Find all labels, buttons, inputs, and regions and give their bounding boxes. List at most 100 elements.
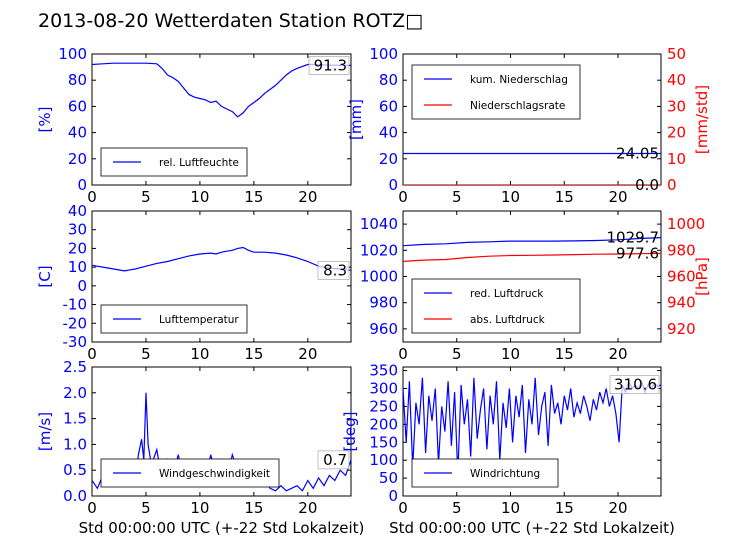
y-tick-label: 350 [369, 362, 398, 380]
y-tick-label: 980 [369, 294, 398, 312]
x-tick-label: 15 [555, 345, 574, 363]
legend-label: kum. Niederschlag [470, 74, 568, 86]
y-tick-label: 40 [379, 124, 398, 142]
y2-tick-label: 920 [667, 320, 696, 338]
x-tick-label: 20 [608, 345, 627, 363]
y-axis-label: [mm] [347, 99, 365, 140]
y-tick-label: 200 [369, 415, 398, 433]
series-line [92, 246, 351, 272]
x-tick-label: 5 [452, 499, 462, 517]
x-tick-label: 20 [298, 499, 317, 517]
last-value-label: 0.0 [635, 176, 659, 194]
x-tick-label: 5 [452, 188, 462, 206]
y-tick-label: 20 [379, 150, 398, 168]
y2-tick-label: 940 [667, 294, 696, 312]
y-tick-label: 0 [77, 277, 87, 295]
y-tick-label: 300 [369, 380, 398, 398]
series-line [92, 62, 351, 118]
x-tick-label: 10 [501, 188, 520, 206]
legend-box [411, 278, 581, 334]
y2-axis-label: [mm/std] [693, 85, 711, 154]
y-axis-label: [deg] [341, 412, 359, 452]
x-tick-label: 5 [141, 345, 151, 363]
legend-label: red. Luftdruck [470, 288, 544, 300]
y-tick-label: 1.0 [63, 435, 87, 453]
last-value-label: 977.6 [616, 244, 659, 262]
last-value-label: 310.6 [614, 376, 657, 394]
x-tick-label: 0 [87, 188, 97, 206]
x-tick-label: 0 [398, 345, 408, 363]
x-tick-label: 20 [608, 499, 627, 517]
y-tick-label: 20 [68, 239, 87, 257]
x-tick-label: 10 [190, 345, 209, 363]
y-tick-label: 1020 [360, 241, 398, 259]
x-tick-label: 5 [141, 188, 151, 206]
x-tick-label: 10 [501, 499, 520, 517]
y-tick-label: -30 [63, 333, 88, 351]
last-value-label: 24.05 [616, 144, 659, 162]
y-tick-label: 250 [369, 397, 398, 415]
x-tick-label: 0 [398, 499, 408, 517]
y-tick-label: 80 [379, 71, 398, 89]
y-tick-label: 100 [369, 451, 398, 469]
chart-precipitation: 0 5 10 15 20 0 20 40 60 80 100 0 10 20 30 40 50 [mm] [mm/s… [347, 45, 711, 206]
legend-label: Windgeschwindigkeit [159, 468, 270, 480]
figure-title: 2013-08-20 Wetterdaten Station ROTZ□ [38, 10, 423, 32]
y-tick-label: 1000 [360, 268, 398, 286]
y2-tick-label: 0 [667, 176, 677, 194]
y2-tick-label: 10 [667, 150, 686, 168]
y-tick-label: 30 [68, 221, 87, 239]
y-tick-label: -10 [63, 296, 88, 314]
legend-label: Niederschlagsrate [470, 100, 565, 112]
x-tick-label: 10 [190, 499, 209, 517]
y2-axis-label: [hPa] [693, 257, 711, 296]
y2-tick-label: 50 [667, 45, 686, 63]
y-tick-label: 0 [77, 176, 87, 194]
x-tick-label: 15 [555, 188, 574, 206]
x-tick-label: 0 [87, 345, 97, 363]
x-tick-label: 0 [87, 499, 97, 517]
x-tick-label: 15 [244, 499, 263, 517]
y2-tick-label: 30 [667, 97, 686, 115]
chart-pressure: 0 5 10 15 20 960 980 1000 1020 1040 920 940 960 980 10… [360, 210, 711, 363]
series-line [403, 377, 661, 475]
x-tick-label: 0 [398, 188, 408, 206]
y2-tick-label: 20 [667, 124, 686, 142]
x-tick-label: 15 [244, 188, 263, 206]
x-axis-label: Std 00:00:00 UTC (+-22 Std Lokalzeit) [389, 519, 675, 537]
last-value-label: 8.3 [323, 261, 347, 279]
y-tick-label: 60 [379, 97, 398, 115]
value-box [317, 450, 350, 470]
series-line [403, 252, 661, 262]
x-tick-label: 20 [608, 188, 627, 206]
legend-label: rel. Luftfeuchte [159, 157, 239, 169]
legend-label: abs. Luftdruck [470, 314, 546, 326]
y-tick-label: 60 [68, 97, 87, 115]
y-tick-label: 2.0 [63, 384, 87, 402]
last-value-label: 1029.7 [607, 229, 660, 247]
y-tick-label: 0 [388, 487, 398, 505]
y-tick-label: 1.5 [63, 410, 87, 428]
y-tick-label: 40 [68, 202, 87, 220]
y-tick-label: 80 [68, 71, 87, 89]
value-box [308, 56, 350, 75]
x-tick-label: 5 [141, 499, 151, 517]
y-tick-label: -20 [63, 314, 88, 332]
x-axis-label: Std 00:00:00 UTC (+-22 Std Lokalzeit) [79, 519, 365, 537]
y-tick-label: 960 [369, 320, 398, 338]
series-line [403, 237, 661, 247]
y-tick-label: 1040 [360, 215, 398, 233]
y2-tick-label: 40 [667, 71, 686, 89]
x-tick-label: 15 [244, 345, 263, 363]
x-tick-label: 20 [298, 188, 317, 206]
y-axis-label: [C] [36, 265, 54, 287]
chart-humidity: 0 5 10 15 20 0 20 40 60 80 100 [%] 91.3 rel. Luftfeuc… [36, 45, 352, 206]
x-tick-label: 10 [501, 345, 520, 363]
y-tick-label: 40 [68, 124, 87, 142]
y-tick-label: 0.5 [63, 461, 87, 479]
value-box [609, 375, 660, 395]
y-tick-label: 50 [379, 469, 398, 487]
y-axis-label: [m/s] [36, 412, 54, 451]
y-tick-label: 0 [388, 176, 398, 194]
x-tick-label: 20 [298, 345, 317, 363]
